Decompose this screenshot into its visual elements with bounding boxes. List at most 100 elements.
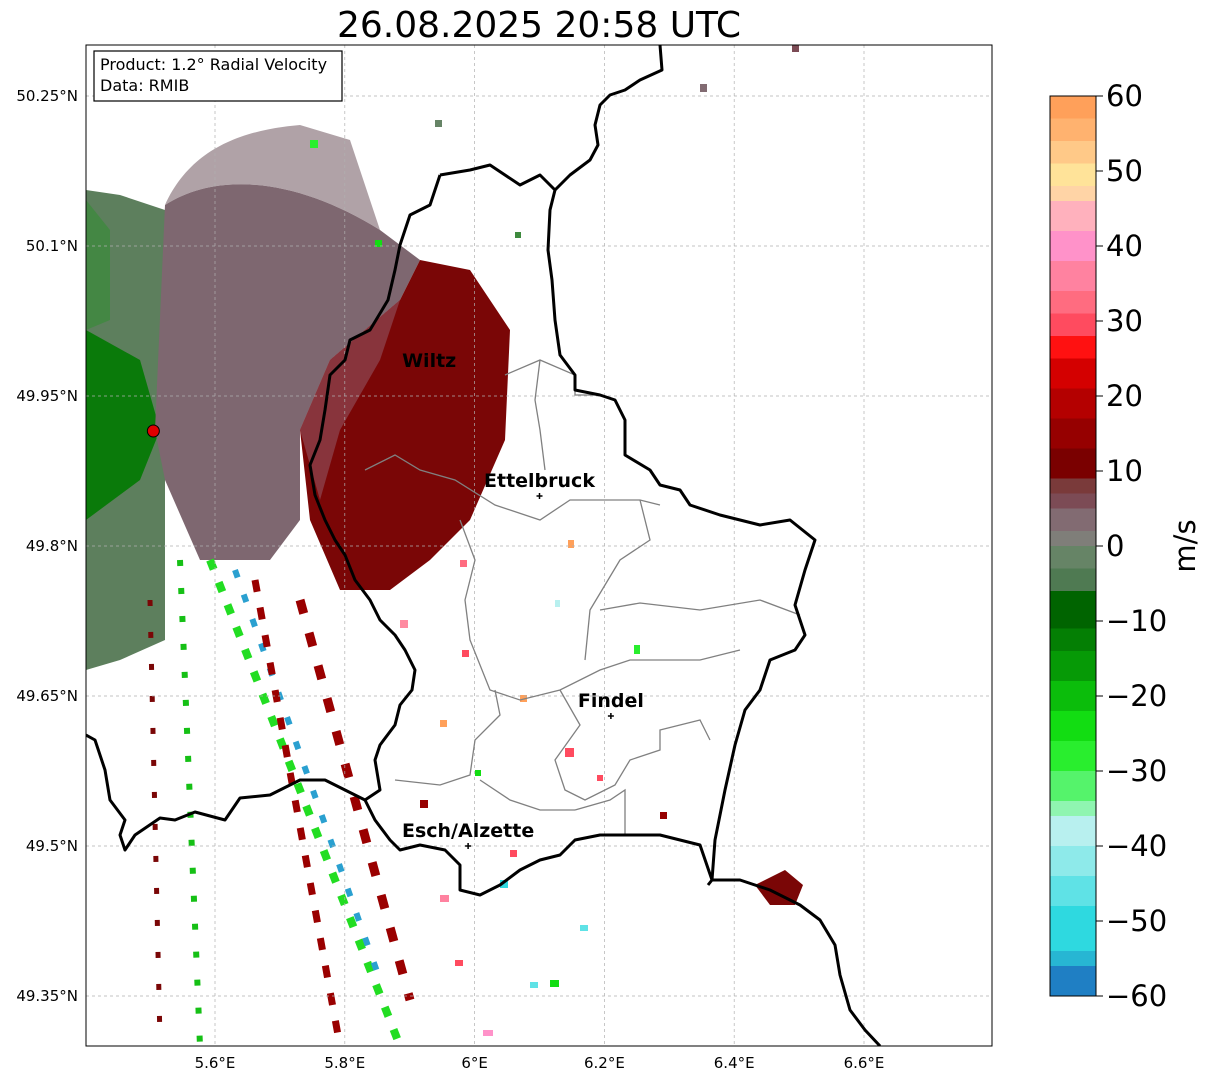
lat-tick-label: 49.65°N [16,687,78,705]
national-borders [86,45,882,1046]
lon-tick-label: 6.6°E [844,1054,885,1072]
colorbar-band [1050,201,1096,231]
colorbar-band [1050,816,1096,846]
colorbar-band [1050,568,1096,591]
echo-region-mauve [155,184,420,560]
echo-region-outbound-transition [300,300,400,500]
lon-tick-label: 6°E [461,1054,488,1072]
colorbar-band [1050,418,1096,449]
colorbar-band [1050,231,1096,261]
city-marker [607,713,614,719]
radar-site-marker [146,424,160,438]
echo-region-mauve-far [165,125,380,230]
colorbar-band [1050,951,1096,966]
lon-tick-label: 6.2°E [584,1054,625,1072]
lat-tick-label: 49.8°N [26,537,78,555]
radar-echo-field [86,45,803,1046]
colorbar-tick-label: 30 [1106,304,1143,338]
colorbar-band [1050,846,1096,876]
colorbar-band [1050,291,1096,314]
colorbar-band [1050,163,1096,186]
colorbar-tick-label: −30 [1106,754,1167,788]
colorbar-band [1050,651,1096,681]
lat-tick-label: 49.95°N [16,387,78,405]
colorbar-band [1050,186,1096,201]
colorbar-ticks: 60 50 40 30 20 10 0 −10 −20 −30 −40 −50 −60 [1096,79,1167,1013]
colorbar-band [1050,966,1096,996]
city-label: Wiltz [402,350,456,372]
lon-tick-label: 6.4°E [714,1054,755,1072]
lon-tick-label: 5.6°E [195,1054,236,1072]
lat-tick-label: 49.35°N [16,987,78,1005]
colorbar-band [1050,448,1096,479]
border-france-luxembourg [363,799,882,1046]
border-belgium-luxembourg [439,163,817,886]
map-panel: 5.6°E 5.8°E 6°E 6.2°E 6.4°E 6.6°E 50.25°N 50.1… [16,44,993,1072]
colorbar-band [1050,336,1096,359]
colorbar-tick-label: 10 [1106,454,1143,488]
colorbar-tick-label: 20 [1106,379,1143,413]
colorbar-tick-label: −20 [1106,679,1167,713]
city-label: Ettelbruck [484,470,595,492]
colorbar-band [1050,313,1096,336]
info-product: Product: 1.2° Radial Velocity [100,55,327,74]
echo-clutter-streaks [147,558,415,1046]
colorbar-tick-label: 60 [1106,79,1143,113]
longitude-tick-labels: 5.6°E 5.8°E 6°E 6.2°E 6.4°E 6.6°E [195,1054,885,1072]
border-germany-north [553,45,664,192]
colorbar-band [1050,508,1096,531]
colorbar-band [1050,771,1096,801]
colorbar-band [1050,906,1096,951]
city-label: Findel [578,690,644,712]
border-belgium-west [86,174,442,852]
map-frame [85,44,993,1047]
colorbar-unit-label: m/s [1168,519,1202,572]
colorbar-band [1050,478,1096,494]
city-marker [465,843,472,849]
colorbar-band [1050,741,1096,771]
colorbar-band [1050,876,1096,906]
colorbar-tick-label: 50 [1106,154,1143,188]
colorbar-band [1050,711,1096,741]
colorbar-band [1050,591,1096,629]
colorbar-tick-label: −10 [1106,604,1167,638]
velocity-colorbar: 60 50 40 30 20 10 0 −10 −20 −30 −40 −50 −60 m/s [1049,79,1202,1013]
colorbar-band [1050,358,1096,389]
colorbar-band [1050,388,1096,419]
lat-tick-label: 50.1°N [26,237,78,255]
city-label: Esch/Alzette [402,820,534,842]
latitude-tick-labels: 50.25°N 50.1°N 49.95°N 49.8°N 49.65°N 49.5°N 4… [16,87,78,1005]
colorbar-tick-label: −50 [1106,904,1167,938]
echo-region-inbound-green [86,330,160,520]
colorbar-band [1050,628,1096,651]
colorbar-band [1050,546,1096,569]
colorbar-band [1050,261,1096,291]
grid-lines [86,45,992,1046]
colorbar-tick-label: −40 [1106,829,1167,863]
canton-boundaries [364,359,801,835]
echo-cluster-east [755,870,803,905]
colorbar-tick-label: −60 [1106,979,1167,1013]
city-marker [536,493,543,499]
lat-tick-label: 50.25°N [16,87,78,105]
info-box-frame [93,50,343,102]
colorbar-band [1050,681,1096,711]
lon-tick-label: 5.8°E [324,1054,365,1072]
colorbar-bands [1050,96,1096,996]
colorbar-band [1050,96,1096,119]
city-labels: Wiltz Ettelbruck Findel Esch/Alzette [402,350,644,849]
info-data-source: Data: RMIB [100,76,189,95]
product-info-box: Product: 1.2° Radial Velocity Data: RMIB [93,50,343,102]
lat-tick-label: 49.5°N [26,837,78,855]
colorbar-tick-label: 40 [1106,229,1143,263]
colorbar-band [1050,493,1096,509]
colorbar-band [1050,141,1096,164]
echo-region-green-north [86,200,110,330]
colorbar-tick-label: 0 [1106,529,1124,563]
echo-speckles [310,45,799,1036]
colorbar-band [1050,118,1096,141]
map-title: 26.08.2025 20:58 UTC [337,5,741,46]
colorbar-band [1050,531,1096,546]
colorbar-band [1050,801,1096,816]
